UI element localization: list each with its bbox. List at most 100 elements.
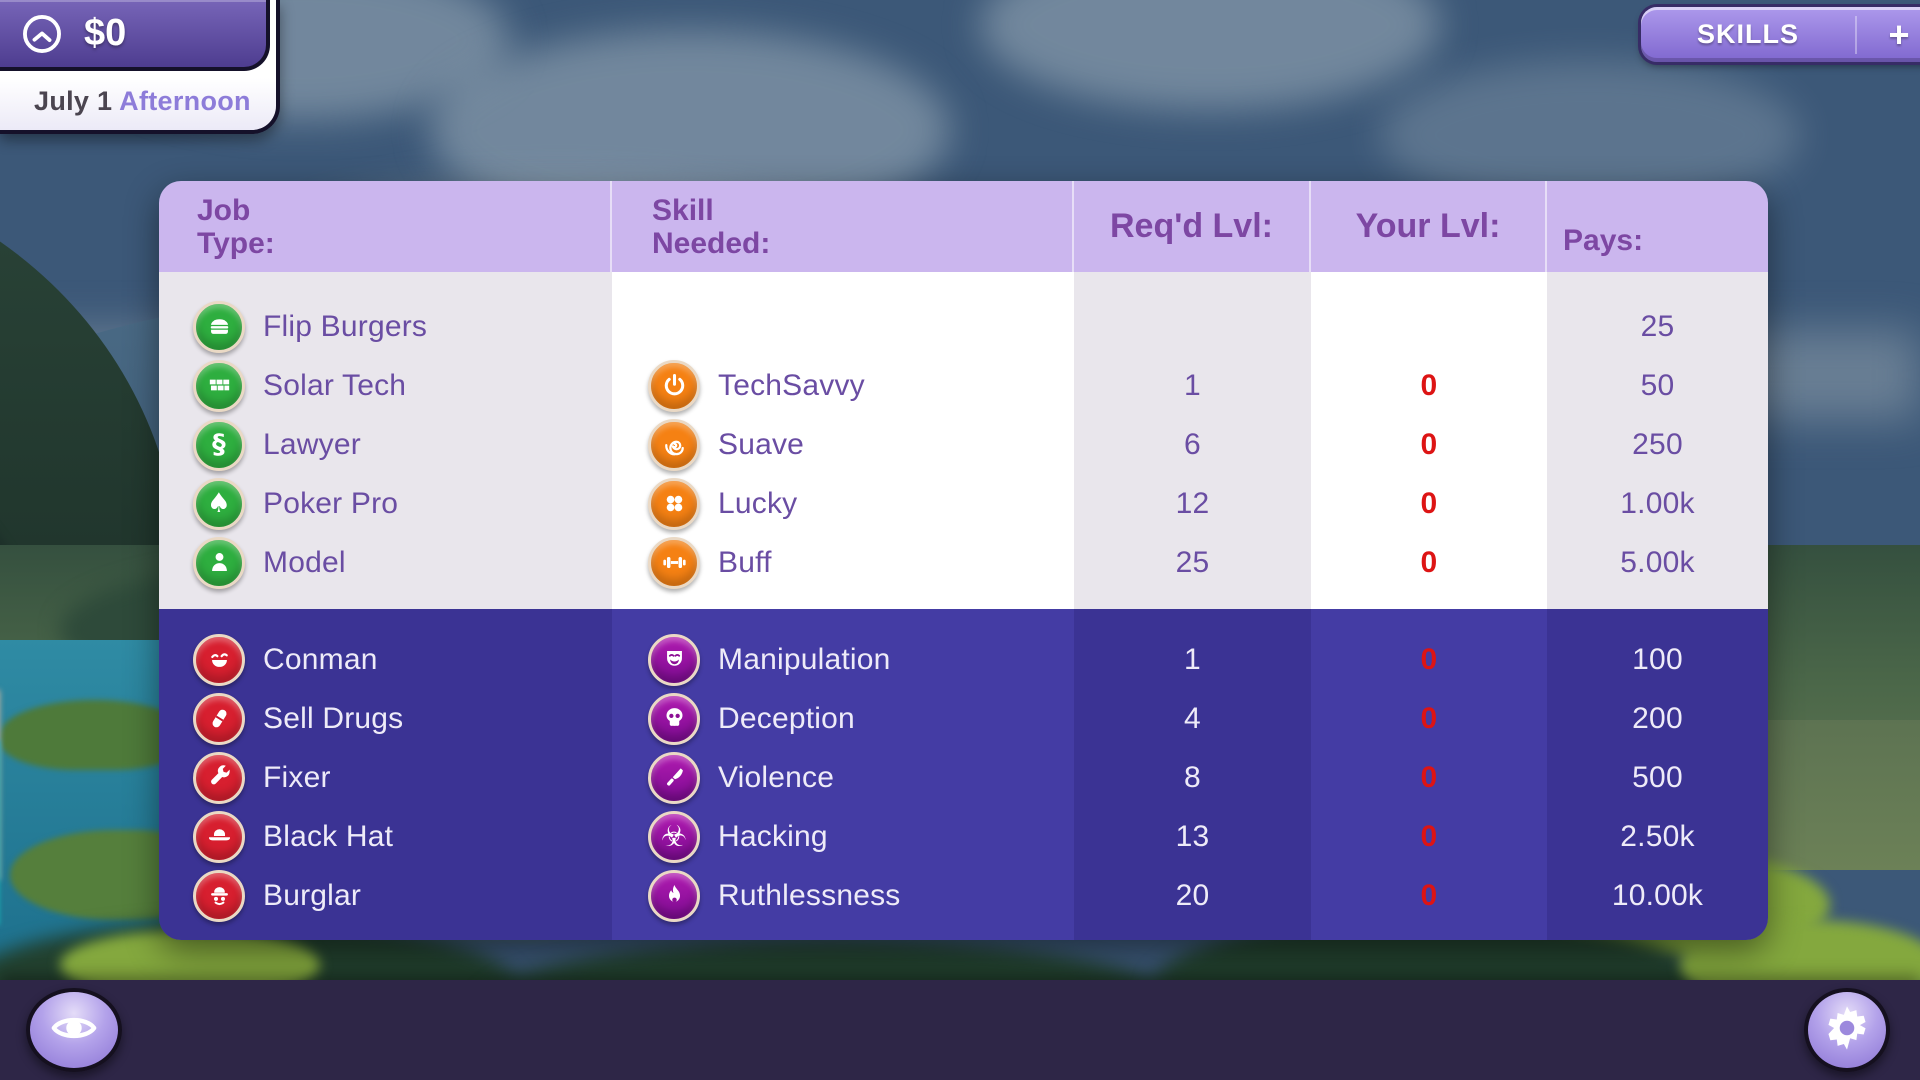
- bottom-navbar: GirlsMapMessagesScheduleCareerAchievemen…: [0, 980, 1920, 1080]
- job-label: Poker Pro: [263, 486, 399, 520]
- your-lvl-cell: 0: [1420, 486, 1438, 520]
- reqd-lvl-cell: 8: [1184, 760, 1201, 794]
- eye-button[interactable]: [26, 988, 122, 1072]
- power-icon: [648, 359, 700, 412]
- fedora-hat-icon: [193, 810, 245, 863]
- theater-mask-icon: [648, 633, 700, 686]
- date-label: July 1: [34, 86, 113, 116]
- skill-label: Hacking: [718, 819, 828, 853]
- money-panel: $0: [0, 0, 270, 71]
- skill-label: Ruthlessness: [718, 878, 901, 912]
- legal-jobs-section: Flip Burgers 25 Solar Tech TechSavvy 1 0 50 § La…: [159, 272, 1768, 609]
- clock-icon: [20, 12, 64, 56]
- skills-button[interactable]: SKILLS +: [1641, 7, 1920, 62]
- pill-icon: [193, 692, 245, 745]
- skill-cell: ☣ Hacking: [612, 807, 1074, 866]
- header-job-type: Job Type:: [159, 181, 612, 272]
- job-label: Black Hat: [263, 819, 394, 853]
- job-label: Flip Burgers: [263, 309, 428, 343]
- job-label: Conman: [263, 642, 378, 676]
- pays-cell: 250: [1632, 427, 1683, 461]
- knife-icon: [648, 751, 700, 804]
- skills-button-label: SKILLS: [1696, 19, 1799, 49]
- header-your-lvl: Your Lvl:: [1311, 181, 1547, 272]
- skill-cell: Buff: [612, 533, 1074, 592]
- table-header-row: Job Type: Skill Needed: Req'd Lvl: Your Lv…: [159, 181, 1768, 272]
- job-cell[interactable]: Solar Tech: [159, 356, 612, 415]
- crime-jobs-section: Conman Manipulation 1 0 100 Sell Drugs Decepti…: [159, 609, 1768, 940]
- job-cell[interactable]: Fixer: [159, 748, 612, 807]
- skills-button-divider: [1855, 15, 1857, 54]
- reqd-lvl-cell: 12: [1175, 486, 1210, 520]
- job-cell[interactable]: Sell Drugs: [159, 689, 612, 748]
- solar-panel-icon: [193, 359, 245, 412]
- job-label: Fixer: [263, 760, 331, 794]
- your-lvl-cell: 0: [1420, 545, 1438, 579]
- job-cell[interactable]: ♠ Poker Pro: [159, 474, 612, 533]
- flame-icon: [648, 869, 700, 922]
- reqd-lvl-cell: 25: [1175, 545, 1210, 579]
- job-cell[interactable]: Conman: [159, 630, 612, 689]
- reqd-lvl-cell: 1: [1184, 642, 1201, 676]
- header-skill-needed: Skill Needed:: [612, 181, 1074, 272]
- burger-icon: [193, 300, 245, 353]
- pays-cell: 25: [1640, 309, 1675, 343]
- skill-cell: Lucky: [612, 474, 1074, 533]
- eye-icon: [49, 1003, 99, 1058]
- your-lvl-cell: [1311, 297, 1547, 356]
- skill-cell: TechSavvy: [612, 356, 1074, 415]
- career-jobs-table: Job Type: Skill Needed: Req'd Lvl: Your Lv…: [159, 181, 1768, 940]
- skill-cell: Violence: [612, 748, 1074, 807]
- header-reqd-lvl: Req'd Lvl:: [1074, 181, 1311, 272]
- spade-icon: ♠: [193, 477, 245, 530]
- money-amount: $0: [84, 12, 127, 54]
- job-cell[interactable]: Flip Burgers: [159, 297, 612, 356]
- section-sign-icon: §: [193, 418, 245, 471]
- grin-face-icon: [193, 633, 245, 686]
- burglar-face-icon: [193, 869, 245, 922]
- job-cell[interactable]: Black Hat: [159, 807, 612, 866]
- settings-button[interactable]: [1804, 988, 1890, 1072]
- pays-cell: 500: [1632, 760, 1683, 794]
- reqd-lvl-cell: 1: [1184, 368, 1201, 402]
- time-of-day-label: Afternoon: [119, 86, 251, 116]
- pays-cell: 2.50k: [1620, 819, 1695, 853]
- your-lvl-cell: 0: [1420, 878, 1438, 912]
- job-label: Model: [263, 545, 346, 579]
- skill-cell: Suave: [612, 415, 1074, 474]
- pays-cell: 1.00k: [1620, 486, 1695, 520]
- skill-cell: Ruthlessness: [612, 866, 1074, 925]
- job-cell[interactable]: Burglar: [159, 866, 612, 925]
- date-text: July 1 Afternoon: [34, 86, 251, 117]
- your-lvl-cell: 0: [1420, 427, 1438, 461]
- biohazard-icon: ☣: [648, 810, 700, 863]
- reqd-lvl-cell: 6: [1184, 427, 1201, 461]
- header-pays: Pays:: [1563, 224, 1644, 257]
- your-lvl-cell: 0: [1420, 368, 1438, 402]
- skill-cell: [612, 297, 1074, 356]
- gear-icon: [1822, 1003, 1872, 1058]
- job-label: Lawyer: [263, 427, 361, 461]
- skill-label: Violence: [718, 760, 835, 794]
- pays-cell: 200: [1632, 701, 1683, 735]
- pays-cell: 50: [1640, 368, 1675, 402]
- skill-label: Buff: [718, 545, 772, 579]
- skill-label: Deception: [718, 701, 855, 735]
- skill-cell: Deception: [612, 689, 1074, 748]
- pays-cell: 10.00k: [1611, 878, 1704, 912]
- pays-cell: 5.00k: [1620, 545, 1695, 579]
- wrench-icon: [193, 751, 245, 804]
- your-lvl-cell: 0: [1420, 701, 1438, 735]
- job-cell[interactable]: Model: [159, 533, 612, 592]
- skill-label: Manipulation: [718, 642, 891, 676]
- your-lvl-cell: 0: [1420, 760, 1438, 794]
- model-person-icon: [193, 536, 245, 589]
- reqd-lvl-cell: 4: [1184, 701, 1201, 735]
- job-label: Sell Drugs: [263, 701, 404, 735]
- pays-cell: 100: [1632, 642, 1683, 676]
- plus-icon: +: [1888, 13, 1910, 55]
- job-label: Solar Tech: [263, 368, 407, 402]
- job-cell[interactable]: § Lawyer: [159, 415, 612, 474]
- reqd-lvl-cell: 20: [1175, 878, 1210, 912]
